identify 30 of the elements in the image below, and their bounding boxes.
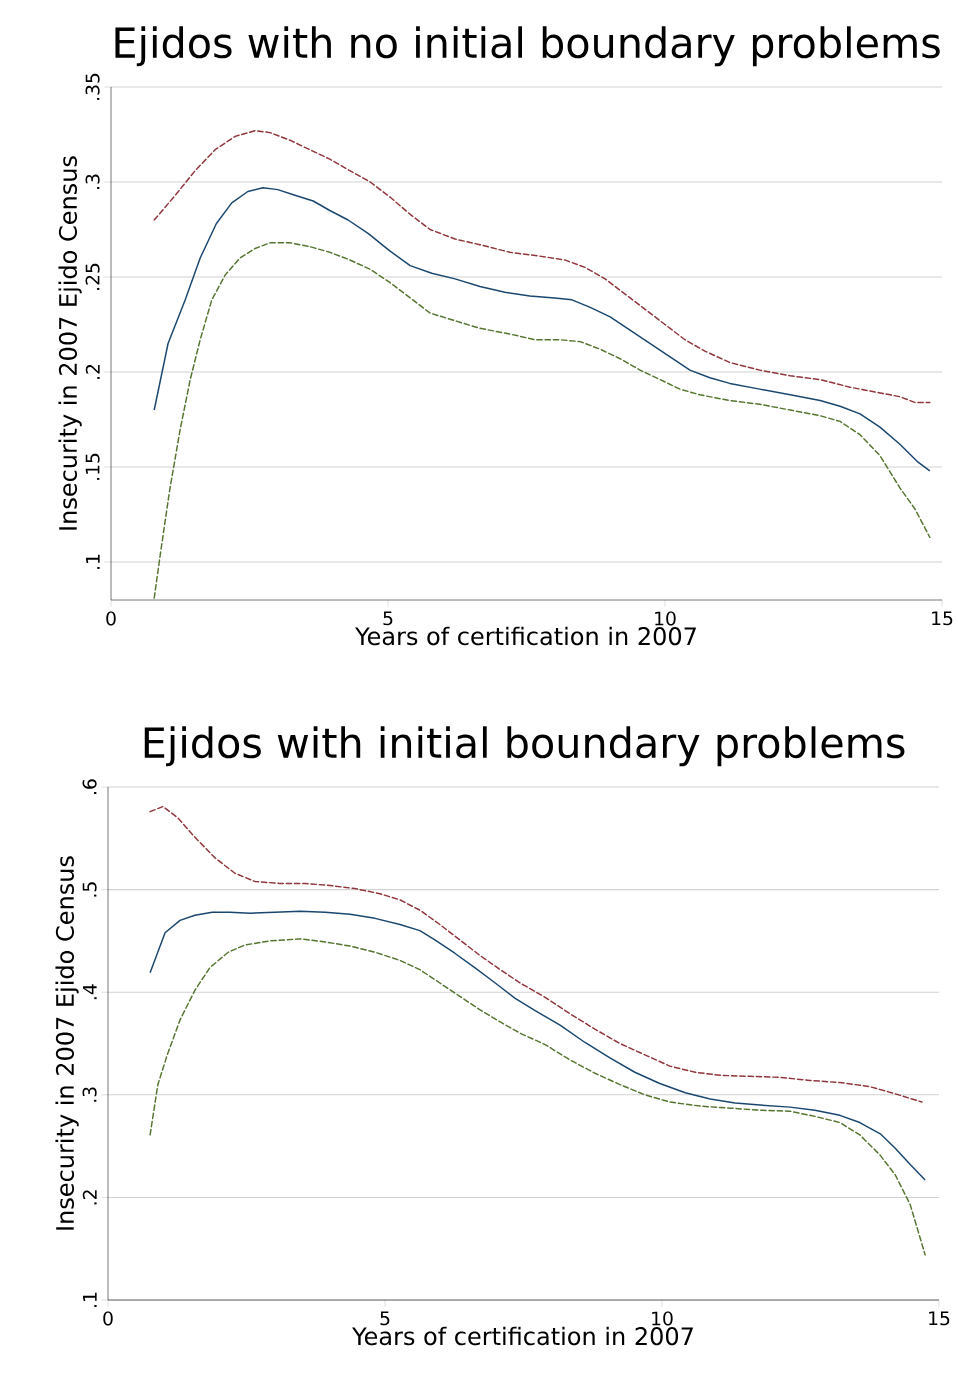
x-tick-label: 5 xyxy=(380,1311,390,1326)
x-tick-label: 10 xyxy=(652,1311,673,1326)
y-tick-label: .1 xyxy=(83,1292,97,1307)
y-tick-label: .1 xyxy=(86,554,100,569)
x-tick-label: 0 xyxy=(103,1311,113,1326)
y-axis-title: Insecurity in 2007 Ejido Census xyxy=(55,856,79,1230)
x-tick-label: 10 xyxy=(655,611,676,626)
y-tick-label: .35 xyxy=(85,73,100,100)
y-axis-title: Insecurity in 2007 Ejido Census xyxy=(58,156,82,530)
x-axis-title: Years of certification in 2007 xyxy=(355,626,696,646)
chart-title: Ejidos with initial boundary problems xyxy=(144,726,905,767)
y-tick-label: .15 xyxy=(85,453,100,480)
x-tick-label: 0 xyxy=(106,611,116,626)
line-series xyxy=(149,805,923,1103)
y-tick-label: .5 xyxy=(82,882,97,897)
chart-title: Ejidos with no initial boundary problems xyxy=(115,26,940,67)
y-tick-label: .3 xyxy=(85,174,100,189)
line-series xyxy=(149,938,926,1256)
y-tick-label: .4 xyxy=(83,984,97,1000)
y-tick-label: .2 xyxy=(82,1190,97,1205)
x-tick-label: 5 xyxy=(383,611,393,626)
y-tick-label: .6 xyxy=(82,779,97,794)
x-axis-title: Years of certification in 2007 xyxy=(352,1326,693,1346)
x-tick-label: 15 xyxy=(929,1311,950,1326)
line-series xyxy=(149,910,926,1181)
y-tick-label: .2 xyxy=(85,364,100,379)
y-tick-label: .3 xyxy=(82,1087,97,1102)
line-series xyxy=(153,242,931,599)
y-tick-label: .25 xyxy=(85,263,100,290)
x-tick-label: 15 xyxy=(932,611,953,626)
